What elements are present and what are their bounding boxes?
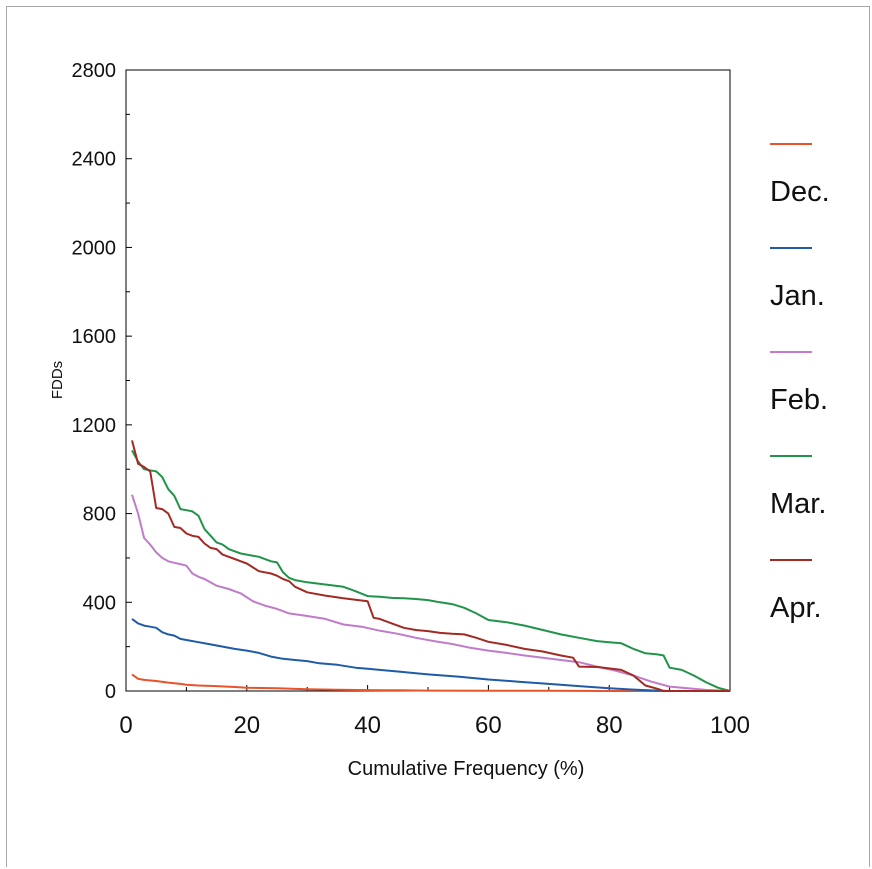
- legend-label: Apr.: [770, 592, 822, 624]
- y-tick-label: 1200: [72, 415, 117, 437]
- x-tick-label: 60: [475, 712, 502, 739]
- plot-area: [125, 69, 731, 692]
- x-axis-label: Cumulative Frequency (%): [348, 758, 585, 780]
- y-tick-label: 400: [83, 592, 116, 614]
- series-line-apr: [131, 440, 730, 692]
- x-tick-label: 0: [119, 712, 132, 739]
- x-tick-label: 20: [233, 712, 260, 739]
- series-line-mar: [131, 449, 731, 692]
- series-line-jan: [131, 618, 730, 692]
- y-tick-label: 2000: [72, 237, 117, 259]
- series-lines: [131, 440, 731, 692]
- y-tick-label: 0: [105, 681, 116, 703]
- series-line-dec: [131, 673, 730, 692]
- series-line-feb: [131, 494, 731, 692]
- x-tick-label: 100: [710, 712, 750, 739]
- x-axis-ticks: 0 20 40 60 80 100: [119, 685, 750, 739]
- legend-label: Dec.: [770, 176, 830, 208]
- y-tick-label: 800: [83, 504, 116, 526]
- y-tick-label: 2400: [72, 149, 117, 171]
- legend-label: Jan.: [770, 280, 825, 312]
- chart-frame: [6, 6, 870, 867]
- y-tick-label: 2800: [72, 60, 117, 82]
- legend-label: Feb.: [770, 384, 828, 416]
- y-axis-ticks: 0 400 800 1200 1600 2000 2400 2800: [72, 60, 132, 703]
- legend: Dec. Jan. Feb. Mar. Apr.: [770, 143, 830, 624]
- x-tick-label: 40: [354, 712, 381, 739]
- y-tick-label: 1600: [72, 326, 117, 348]
- y-axis-label: FDDs: [49, 361, 66, 399]
- x-tick-label: 80: [596, 712, 623, 739]
- legend-label: Mar.: [770, 488, 826, 520]
